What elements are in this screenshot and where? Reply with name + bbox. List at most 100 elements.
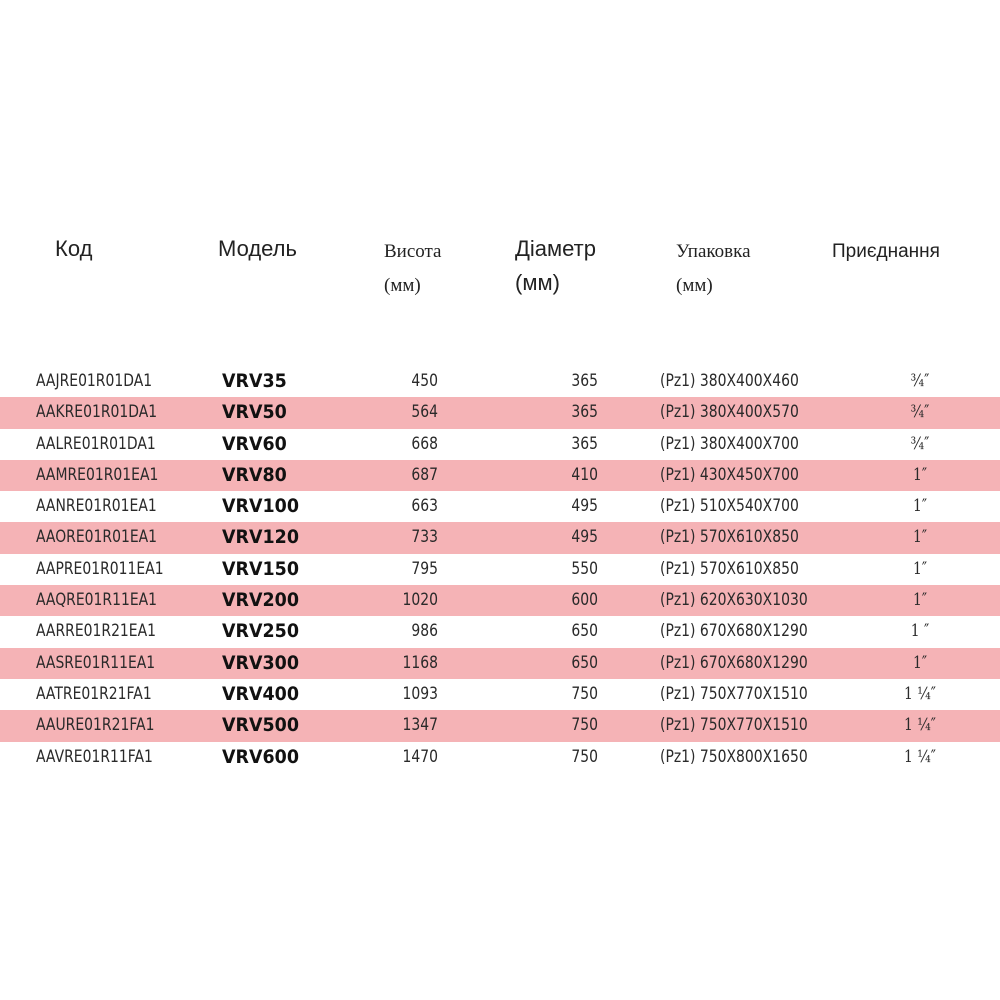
cell-diameter: 650 (571, 621, 598, 642)
cell-diameter: 410 (571, 464, 598, 485)
table-row: AAURE01R21FA1 VRV500 1347 750 (Pz1) 750X770X… (0, 710, 1000, 742)
header-packaging-label: Упаковка (676, 241, 751, 262)
cell-model: VRV80 (222, 463, 287, 486)
cell-model: VRV50 (222, 401, 287, 424)
cell-packaging: (Pz1) 570X610X850 (660, 558, 799, 579)
table-row: AAORE01R01EA1 VRV120 733 495 (Pz1) 570X610X8… (0, 522, 1000, 554)
cell-code: AATRE01R21FA1 (36, 683, 152, 704)
cell-code: AAQRE01R11EA1 (36, 590, 158, 611)
cell-diameter: 550 (571, 558, 598, 579)
cell-model: VRV300 (222, 651, 300, 674)
cell-height: 1093 (402, 683, 438, 704)
cell-diameter: 495 (571, 527, 598, 548)
cell-packaging: (Pz1) 750X800X1650 (660, 746, 808, 767)
cell-height: 663 (411, 496, 438, 517)
table-row: AANRE01R01EA1 VRV100 663 495 (Pz1) 510X540X7… (0, 491, 1000, 522)
cell-height: 668 (411, 433, 438, 454)
cell-diameter: 495 (571, 496, 598, 517)
cell-connection: 1 ¼″ (903, 683, 937, 704)
cell-packaging: (Pz1) 510X540X700 (660, 496, 799, 517)
header-model: Модель (218, 236, 297, 261)
cell-diameter: 365 (571, 402, 598, 423)
cell-model: VRV100 (222, 495, 300, 518)
cell-height: 1020 (402, 590, 438, 611)
header-connection: Приєднання (832, 241, 940, 262)
table-row: AAKRE01R01DA1 VRV50 564 365 (Pz1) 380X400X57… (0, 397, 1000, 429)
cell-connection: 1″ (912, 464, 928, 485)
header-height: Висота (мм) (384, 235, 442, 303)
cell-model: VRV200 (222, 589, 300, 612)
cell-code: AARRE01R21EA1 (36, 621, 157, 642)
header-diameter: Діаметр (мм) (515, 232, 596, 300)
cell-height: 450 (411, 371, 438, 391)
cell-code: AAPRE01R011EA1 (36, 558, 164, 579)
cell-connection: 1″ (912, 590, 928, 611)
cell-diameter: 750 (571, 683, 598, 704)
cell-model: VRV120 (222, 526, 300, 549)
cell-diameter: 750 (571, 746, 598, 767)
cell-packaging: (Pz1) 620X630X1030 (660, 590, 808, 611)
table-row: AATRE01R21FA1 VRV400 1093 750 (Pz1) 750X770X… (0, 679, 1000, 710)
cell-packaging: (Pz1) 380X400X570 (660, 402, 799, 423)
cell-model: VRV400 (222, 682, 300, 705)
cell-diameter: 365 (571, 371, 598, 391)
cell-connection: 1″ (912, 558, 928, 579)
cell-height: 1347 (402, 715, 438, 736)
cell-diameter: 600 (571, 590, 598, 611)
header-height-unit: (мм) (384, 275, 421, 296)
cell-connection: 1″ (912, 496, 928, 517)
cell-height: 986 (411, 621, 438, 642)
cell-packaging: (Pz1) 570X610X850 (660, 527, 799, 548)
table-row: AASRE01R11EA1 VRV300 1168 650 (Pz1) 670X680X… (0, 647, 1000, 679)
cell-height: 1168 (402, 652, 438, 673)
cell-packaging: (Pz1) 670X680X1290 (660, 652, 808, 673)
cell-model: VRV150 (222, 557, 300, 580)
header-packaging: Упаковка (мм) (676, 235, 751, 303)
cell-connection: ¾″ (910, 433, 930, 454)
cell-packaging: (Pz1) 750X770X1510 (660, 715, 808, 736)
cell-code: AAORE01R01EA1 (36, 527, 158, 548)
cell-height: 1470 (402, 746, 438, 767)
cell-code: AAURE01R21FA1 (36, 715, 155, 736)
cell-connection: ¾″ (910, 371, 930, 391)
cell-model: VRV250 (222, 620, 300, 643)
table-row: AARRE01R21EA1 VRV250 986 650 (Pz1) 670X680X1… (0, 616, 1000, 647)
cell-connection: ¾″ (910, 402, 930, 423)
cell-code: AASRE01R11EA1 (36, 652, 156, 673)
cell-height: 564 (411, 402, 438, 423)
cell-diameter: 650 (571, 652, 598, 673)
cell-connection: 1 ¼″ (903, 715, 937, 736)
table-body: AAJRE01R01DA1 VRV35 450 365 (Pz1) 380X400X46… (0, 366, 1000, 773)
cell-height: 733 (411, 527, 438, 548)
cell-model: VRV500 (222, 714, 300, 737)
cell-packaging: (Pz1) 380X400X460 (660, 371, 799, 391)
cell-packaging: (Pz1) 380X400X700 (660, 433, 799, 454)
table-row: AAPRE01R011EA1 VRV150 795 550 (Pz1) 570X610X… (0, 554, 1000, 585)
cell-diameter: 750 (571, 715, 598, 736)
table-row: AAQRE01R11EA1 VRV200 1020 600 (Pz1) 620X630X… (0, 585, 1000, 617)
cell-connection: 1 ″ (910, 621, 930, 642)
cell-connection: 1 ¼″ (903, 746, 937, 767)
header-diameter-label: Діаметр (515, 236, 596, 261)
table-row: AALRE01R01DA1 VRV60 668 365 (Pz1) 380X400X70… (0, 429, 1000, 460)
cell-connection: 1″ (912, 527, 928, 548)
cell-height: 795 (411, 558, 438, 579)
header-code: Код (55, 236, 93, 261)
cell-code: AAVRE01R11FA1 (36, 746, 153, 767)
table-row: AAJRE01R01DA1 VRV35 450 365 (Pz1) 380X400X46… (0, 366, 1000, 397)
table-row: AAVRE01R11FA1 VRV600 1470 750 (Pz1) 750X800X… (0, 742, 1000, 773)
cell-connection: 1″ (912, 652, 928, 673)
header-height-label: Висота (384, 241, 442, 262)
table-row: AAMRE01R01EA1 VRV80 687 410 (Pz1) 430X450X70… (0, 459, 1000, 492)
header-diameter-unit: (мм) (515, 270, 560, 295)
cell-model: VRV35 (222, 370, 287, 392)
cell-model: VRV600 (222, 745, 300, 768)
header-packaging-unit: (мм) (676, 275, 713, 296)
cell-model: VRV60 (222, 432, 287, 455)
cell-height: 687 (411, 464, 438, 485)
cell-packaging: (Pz1) 430X450X700 (660, 464, 799, 485)
cell-diameter: 365 (571, 433, 598, 454)
cell-code: AAKRE01R01DA1 (36, 402, 158, 423)
cell-packaging: (Pz1) 670X680X1290 (660, 621, 808, 642)
